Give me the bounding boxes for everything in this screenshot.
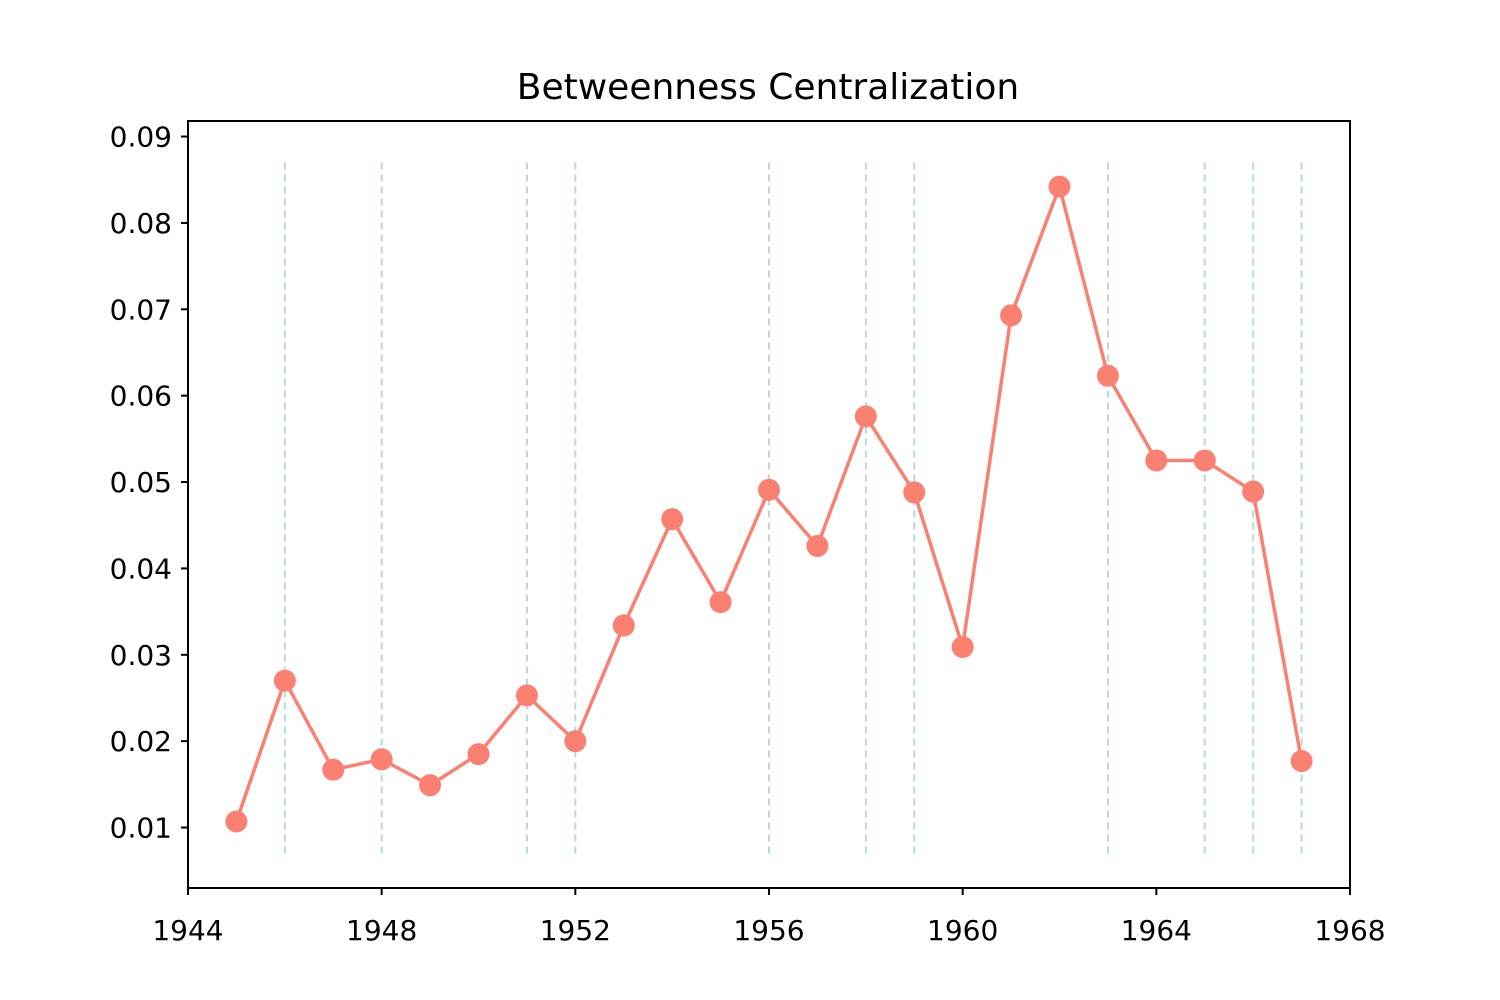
y-tick-label: 0.03	[110, 639, 172, 672]
y-axis: 0.01 0.02 0.03 0.04 0.05 0.06 0.07 0.08 0.09	[110, 121, 188, 845]
data-point	[612, 614, 635, 637]
y-tick-label: 0.07	[110, 293, 172, 326]
data-point	[419, 774, 442, 797]
data-point	[1096, 364, 1119, 387]
x-tick-label: 1964	[1121, 914, 1192, 947]
data-point	[1193, 449, 1216, 472]
x-tick-label: 1968	[1314, 914, 1385, 947]
data-point	[1290, 750, 1313, 773]
x-tick-label: 1944	[152, 914, 223, 947]
data-point	[1000, 304, 1023, 327]
data-point	[322, 758, 345, 781]
y-tick-label: 0.04	[110, 552, 172, 585]
data-point	[515, 684, 538, 707]
data-point	[709, 591, 732, 614]
x-axis: 1944 1948 1952 1956 1960 1964 1968	[152, 888, 1386, 947]
x-tick-label: 1956	[733, 914, 804, 947]
y-tick-label: 0.02	[110, 725, 172, 758]
chart-title: Betweenness Centralization	[517, 67, 1019, 108]
data-point	[564, 730, 587, 753]
reference-lines	[283, 162, 1303, 854]
y-tick-label: 0.08	[110, 207, 172, 240]
y-tick-label: 0.06	[110, 380, 172, 413]
data-point	[1048, 175, 1071, 198]
data-point	[370, 748, 393, 771]
x-tick-label: 1952	[540, 914, 611, 947]
data-point	[661, 508, 684, 531]
y-tick-label: 0.09	[110, 121, 172, 154]
data-point	[758, 478, 780, 501]
y-tick-label: 0.01	[110, 812, 172, 845]
x-tick-label: 1948	[346, 914, 417, 947]
data-point	[1242, 480, 1265, 503]
data-point	[951, 636, 974, 659]
data-point	[903, 481, 926, 504]
data-point	[467, 743, 490, 766]
data-point	[1145, 449, 1168, 472]
y-tick-label: 0.05	[110, 466, 172, 499]
data-point	[273, 669, 296, 692]
series-layer	[225, 175, 1313, 833]
data-point	[806, 534, 829, 557]
data-point	[225, 810, 248, 833]
data-point	[854, 405, 877, 428]
x-tick-label: 1960	[927, 914, 998, 947]
